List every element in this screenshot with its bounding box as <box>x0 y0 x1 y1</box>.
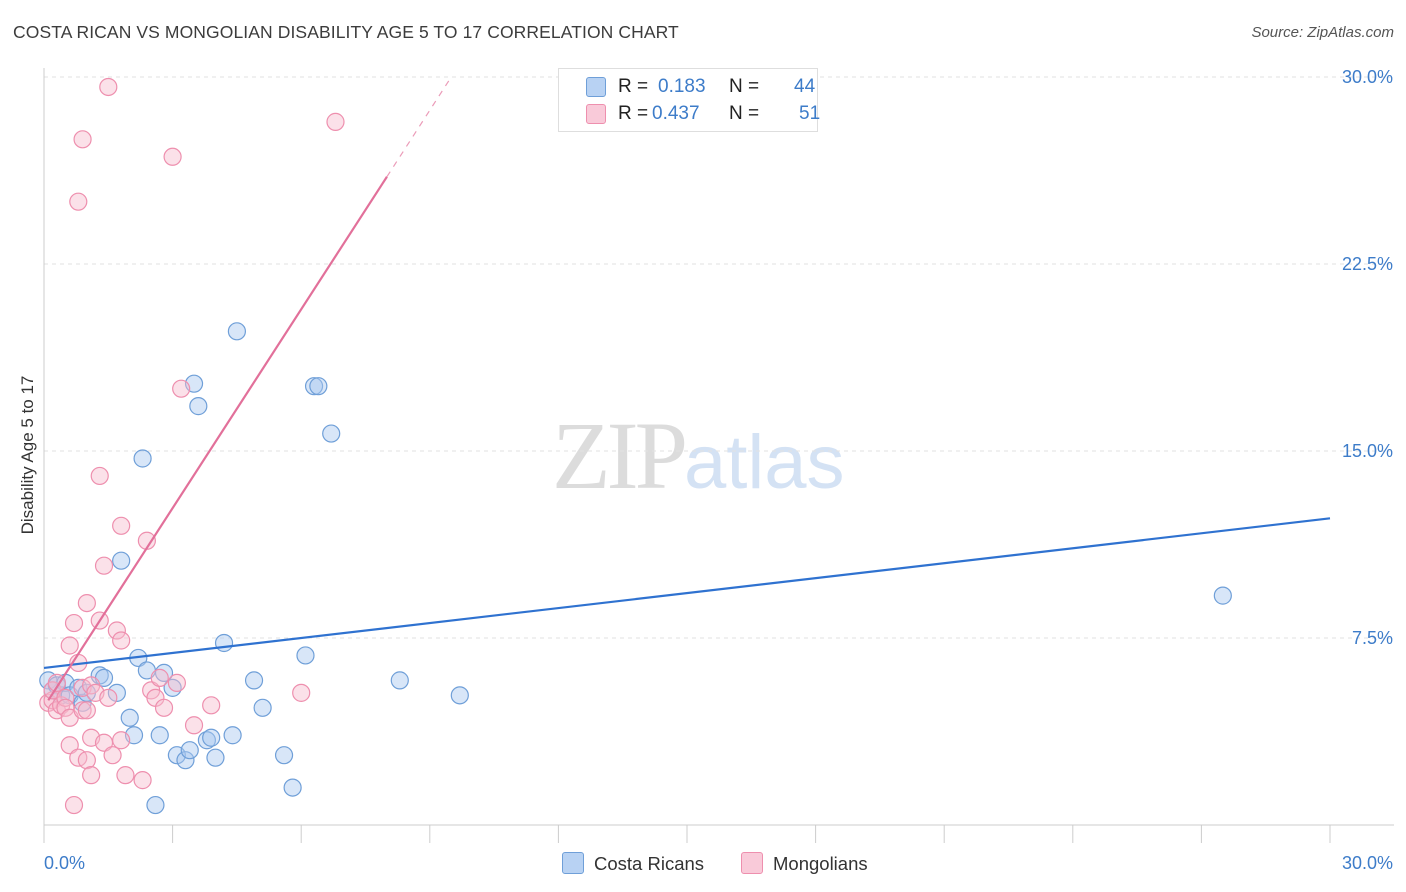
mongolian-trendline-extension <box>386 76 452 178</box>
costa-rican-trendline <box>43 517 1331 670</box>
bottom-legend-costa-ricans: Costa Ricans <box>562 852 704 875</box>
bottom-legend-swatch-pink <box>741 852 763 874</box>
mongolian-point <box>77 593 96 613</box>
stats-legend: R = 0.183 N = 44 R = 0.437 N = 51 <box>558 68 821 132</box>
mongolian-point <box>107 621 126 640</box>
bottom-legend-label: Mongolians <box>773 853 868 874</box>
mongolian-point <box>64 613 84 633</box>
watermark-zip: ZIP <box>552 402 688 509</box>
costa-rican-point <box>146 795 165 815</box>
mongolian-point <box>73 701 92 720</box>
chart-title: COSTA RICAN VS MONGOLIAN DISABILITY AGE … <box>13 22 679 42</box>
costa-rican-point <box>223 726 242 745</box>
costa-rican-point <box>202 728 221 747</box>
costa-rican-point <box>253 698 272 717</box>
costa-rican-point <box>309 377 328 396</box>
mongolian-point <box>77 701 96 720</box>
mongolian-point <box>167 673 186 692</box>
legend-n-label: N = <box>729 103 760 124</box>
legend-swatch-blue <box>586 77 606 97</box>
mongolian-point <box>172 379 191 398</box>
mongolian-point <box>73 130 92 149</box>
legend-n-value: 44 <box>794 76 816 97</box>
mongolian-point <box>99 77 118 97</box>
mongolian-point <box>90 466 109 486</box>
mongolian-point <box>56 688 75 707</box>
mongolian-point <box>60 636 79 655</box>
costa-rican-point <box>244 671 264 690</box>
mongolian-point <box>292 683 311 702</box>
costa-rican-point <box>283 778 302 797</box>
costa-rican-point <box>180 741 199 760</box>
legend-r-label: R = <box>618 103 649 124</box>
source-credit: Source: ZipAtlas.com <box>1251 24 1394 41</box>
bottom-legend-swatch-blue <box>562 852 584 874</box>
mongolian-point <box>154 698 174 717</box>
mongolian-point <box>133 771 152 790</box>
costa-rican-point <box>450 686 469 705</box>
costa-rican-point <box>322 424 341 443</box>
mongolian-point <box>116 766 135 785</box>
mongolian-point <box>202 696 221 715</box>
costa-rican-point <box>304 377 324 396</box>
mongolian-point <box>82 766 101 785</box>
legend-r-value: 0.183 <box>658 76 706 97</box>
costa-rican-point <box>227 322 246 341</box>
legend-swatch-pink <box>586 104 606 124</box>
mongolian-point <box>112 631 131 650</box>
x-tick-label: 30.0% <box>1342 853 1393 873</box>
mongolian-point <box>326 112 345 131</box>
y-tick-label: 30.0% <box>1342 67 1393 87</box>
mongolian-trendline <box>47 176 388 701</box>
mongolian-point <box>112 516 131 535</box>
costa-rican-point <box>189 397 208 416</box>
mongolian-point <box>163 147 182 166</box>
mongolian-point <box>69 192 88 211</box>
watermark: ZIPatlas <box>552 400 845 511</box>
costa-rican-point <box>214 633 234 653</box>
costa-rican-point <box>133 449 152 468</box>
mongolian-point <box>94 556 114 575</box>
costa-rican-point <box>150 726 169 745</box>
costa-rican-point <box>390 671 409 690</box>
costa-rican-point <box>120 708 139 727</box>
mongolian-point <box>77 751 96 770</box>
mongolian-point <box>184 716 204 735</box>
costa-rican-point <box>1213 586 1232 605</box>
legend-r-value: 0.437 <box>652 103 700 124</box>
bottom-legend-mongolians: Mongolians <box>741 852 868 875</box>
x-tick-label: 0.0% <box>44 853 85 873</box>
legend-n-value: 51 <box>799 103 821 124</box>
mongolian-point <box>112 731 131 750</box>
costa-rican-point <box>274 746 294 765</box>
costa-rican-point <box>176 751 195 770</box>
mongolian-point <box>103 746 122 765</box>
costa-rican-point <box>206 748 225 767</box>
legend-n-label: N = <box>729 76 760 97</box>
y-tick-label: 7.5% <box>1352 628 1393 648</box>
legend-r-label: R = <box>618 76 649 97</box>
costa-rican-point <box>296 646 315 665</box>
costa-rican-point <box>107 683 126 702</box>
bottom-legend-label: Costa Ricans <box>594 853 705 874</box>
mongolian-point <box>150 668 169 687</box>
mongolian-point <box>64 795 84 815</box>
costa-rican-point <box>112 551 131 570</box>
y-tick-label: 22.5% <box>1342 254 1393 274</box>
mongolian-point <box>60 736 79 755</box>
mongolian-point <box>99 688 118 707</box>
watermark-atlas: atlas <box>684 420 845 505</box>
y-tick-label: 15.0% <box>1342 441 1393 461</box>
